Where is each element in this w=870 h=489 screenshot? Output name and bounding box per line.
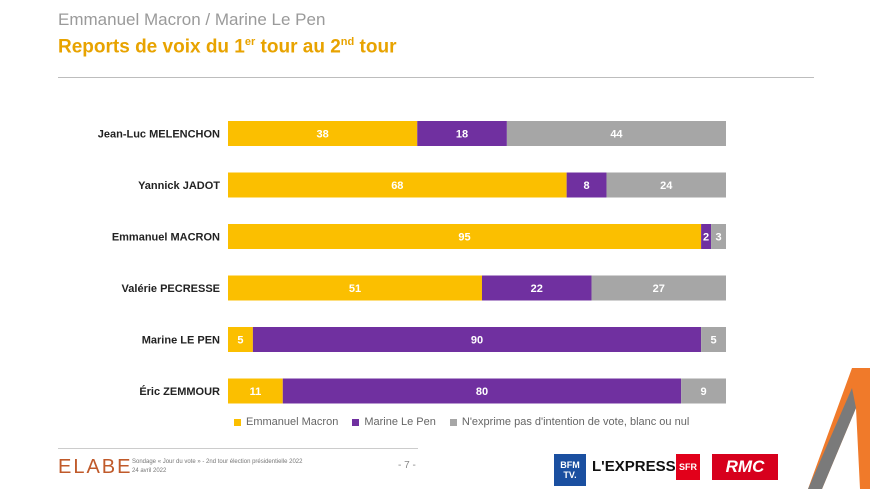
bfm-logo: BFM TV. <box>554 454 586 486</box>
data-label-other: 24 <box>660 180 673 192</box>
data-label-macron: 5 <box>237 335 243 347</box>
data-label-lepen: 8 <box>583 180 589 192</box>
legend-label-other: N'exprime pas d'intention de vote, blanc… <box>461 416 690 428</box>
category-label: Marine LE PEN <box>142 335 220 347</box>
bar-segment-macron <box>228 275 482 301</box>
data-label-macron: 95 <box>458 232 470 244</box>
bar-segment-other <box>711 224 726 249</box>
legend-swatch-macron <box>234 418 241 426</box>
bar-segment-lepen <box>252 327 702 352</box>
source-line-2: 24 avril 2022 <box>132 468 167 474</box>
page-number: - 7 - <box>398 460 416 471</box>
data-label-other: 44 <box>610 129 623 141</box>
data-label-lepen: 80 <box>476 386 488 398</box>
data-label-macron: 11 <box>250 386 262 398</box>
bar-segment-macron <box>228 172 567 198</box>
data-label-other: 5 <box>710 335 716 347</box>
brand-triangle-decoration <box>808 368 870 489</box>
bar-segment-lepen <box>481 275 592 301</box>
sfr-logo: SFR <box>676 454 700 480</box>
bar-segment-macron <box>228 224 702 249</box>
source-note: Sondage « Jour du vote » - 2nd tour élec… <box>132 458 302 476</box>
data-label-other: 3 <box>715 232 721 244</box>
data-label-lepen: 90 <box>471 335 483 347</box>
bar-segment-lepen <box>566 172 607 198</box>
legend-swatch-other <box>449 418 457 426</box>
legend-item-lepen: Marine Le Pen <box>352 416 436 428</box>
bar-segment-macron <box>228 327 253 352</box>
bar-segment-lepen <box>417 121 507 146</box>
bar-segment-other <box>591 275 726 301</box>
category-label: Éric ZEMMOUR <box>139 385 220 398</box>
data-label-other: 9 <box>701 386 707 398</box>
bar-segment-macron <box>228 121 418 146</box>
category-label: Jean-Luc MELENCHON <box>98 129 220 141</box>
legend-label-lepen: Marine Le Pen <box>364 416 436 428</box>
footer-divider <box>58 448 418 449</box>
legend-item-other: N'exprime pas d'intention de vote, blanc… <box>449 416 690 428</box>
bar-segment-other <box>681 378 726 404</box>
data-label-lepen: 2 <box>703 232 709 244</box>
lexpress-logo: L'EXPRESS <box>592 458 676 475</box>
category-label: Valérie PECRESSE <box>122 283 220 295</box>
legend-swatch-lepen <box>352 418 360 426</box>
data-label-macron: 51 <box>349 283 361 295</box>
legend-label-macron: Emmanuel Macron <box>246 416 339 428</box>
bar-segment-other <box>506 121 726 146</box>
data-label-other: 27 <box>653 283 665 295</box>
bar-segment-other <box>701 327 726 352</box>
bar-segment-lepen <box>701 224 712 249</box>
category-label: Emmanuel MACRON <box>112 232 220 244</box>
bar-segment-lepen <box>282 378 682 404</box>
title-divider <box>58 77 814 78</box>
data-label-macron: 38 <box>316 129 328 141</box>
category-label: Yannick JADOT <box>138 180 220 192</box>
data-label-lepen: 18 <box>456 129 468 141</box>
bar-segment-other <box>606 172 726 198</box>
data-label-macron: 68 <box>391 180 403 192</box>
legend-item-macron: Emmanuel Macron <box>234 416 338 428</box>
chart-title: Reports de voix du 1er tour au 2nd tour <box>58 36 397 58</box>
bar-segment-macron <box>228 378 283 404</box>
rmc-logo: RMC <box>712 454 778 480</box>
chart-legend: Emmanuel Macron Marine Le Pen N'exprime … <box>234 416 689 428</box>
elabe-logo: ELABE <box>58 456 133 478</box>
data-label-lepen: 22 <box>531 283 543 295</box>
source-line-1: Sondage « Jour du vote » - 2nd tour élec… <box>132 459 303 465</box>
chart-subtitle: Emmanuel Macron / Marine Le Pen <box>58 10 326 29</box>
